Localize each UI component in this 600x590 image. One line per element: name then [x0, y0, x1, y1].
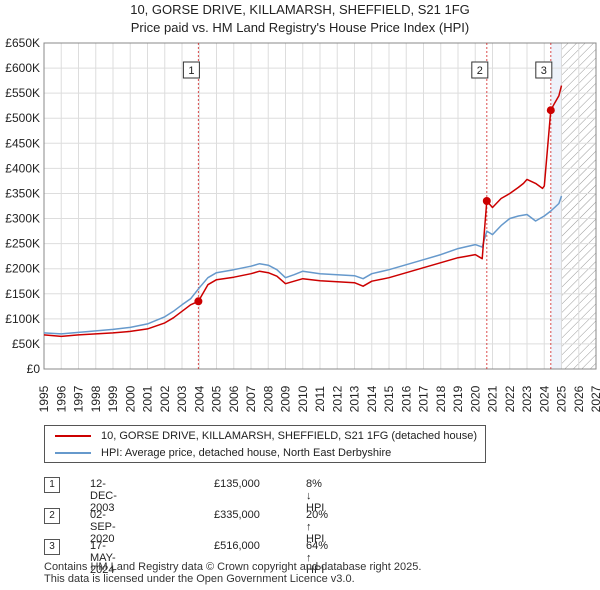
x-tick-label: 2003 [175, 385, 189, 412]
transaction-label-box: 2 [471, 61, 489, 79]
x-tick-label: 2019 [451, 385, 465, 412]
plot-frame [43, 42, 597, 370]
y-tick-label: £650K [5, 36, 40, 50]
chart-subtitle: Price paid vs. HM Land Registry's House … [130, 20, 470, 35]
x-tick-label: 1996 [54, 385, 68, 412]
x-tick-label: 2022 [503, 385, 517, 412]
transaction-number: 3 [44, 539, 60, 555]
y-tick-label: £200K [5, 262, 40, 276]
y-tick-label: £300K [5, 212, 40, 226]
sale-marker [546, 106, 555, 115]
hpi-line [43, 195, 563, 335]
x-tick-label: 2013 [348, 385, 362, 412]
transaction-date: 12-DEC-2003 [90, 478, 117, 514]
y-tick-label: £100K [5, 312, 40, 326]
y-tick-label: £600K [5, 61, 40, 75]
x-tick-label: 2010 [296, 385, 310, 412]
legend-item-hpi: HPI: Average price, detached house, Nort… [55, 445, 391, 461]
transaction-hpi: 64% ↑ HPI [306, 540, 329, 576]
legend-label-hpi: HPI: Average price, detached house, Nort… [101, 447, 392, 459]
x-tick-label: 2009 [279, 385, 293, 412]
y-tick-label: £400K [5, 161, 40, 175]
footer-copyright: Contains HM Land Registry data © Crown c… [44, 561, 422, 573]
transaction-hpi: 8% ↓ HPI [306, 478, 325, 514]
legend-line-icon [55, 435, 91, 437]
chart-title: 10, GORSE DRIVE, KILLAMARSH, SHEFFIELD, … [130, 2, 470, 17]
x-tick-label: 2004 [192, 385, 206, 412]
property-price-line [43, 85, 563, 338]
x-tick-label: 2018 [434, 385, 448, 412]
x-tick-label: 2026 [572, 385, 586, 412]
legend-line-icon [55, 452, 91, 454]
sale-marker [482, 196, 491, 205]
x-tick-label: 2008 [261, 385, 275, 412]
transaction-label-box: 3 [535, 61, 553, 79]
x-tick-label: 2005 [210, 385, 224, 412]
y-tick-label: £50K [12, 337, 40, 351]
price-chart: £0 £50K £100K £150K £200K £250K £300K £350K £400… [5, 36, 600, 412]
y-tick-label: £150K [5, 287, 40, 301]
y-tick-label: £500K [5, 111, 40, 125]
x-tick-label: 1999 [106, 385, 120, 412]
x-tick-label: 2017 [417, 385, 431, 412]
footer-license: This data is licensed under the Open Gov… [44, 573, 355, 585]
transaction-number: 1 [44, 477, 60, 493]
x-tick-label: 2012 [330, 385, 344, 412]
sale-marker [194, 297, 203, 306]
transaction-label-number: 2 [477, 65, 483, 77]
y-tick-label: £550K [5, 86, 40, 100]
x-tick-label: 2006 [227, 385, 241, 412]
x-tick-label: 2014 [365, 385, 379, 412]
x-tick-label: 2020 [468, 385, 482, 412]
transaction-label-number: 1 [188, 65, 194, 77]
x-tick-label: 2024 [537, 385, 551, 412]
transaction-number: 2 [44, 508, 60, 524]
x-tick-label: 2007 [244, 385, 258, 412]
x-tick-label: 2016 [399, 385, 413, 412]
y-tick-label: £350K [5, 186, 40, 200]
x-tick-label: 2015 [382, 385, 396, 412]
transaction-date: 02-SEP-2020 [90, 509, 116, 545]
legend: 10, GORSE DRIVE, KILLAMARSH, SHEFFIELD, … [44, 425, 486, 463]
transaction-label-box: 1 [182, 61, 200, 79]
legend-label-property: 10, GORSE DRIVE, KILLAMARSH, SHEFFIELD, … [101, 430, 477, 442]
transaction-date: 17-MAY-2024 [90, 540, 116, 576]
legend-item-property: 10, GORSE DRIVE, KILLAMARSH, SHEFFIELD, … [55, 428, 477, 444]
x-tick-label: 1997 [72, 385, 86, 412]
transaction-label-frame [535, 61, 553, 79]
y-tick-label: £0 [27, 362, 41, 376]
x-tick-label: 1998 [89, 385, 103, 412]
ownership-band [486, 43, 551, 369]
x-tick-label: 2000 [123, 385, 137, 412]
transaction-price: £135,000 [214, 478, 260, 490]
x-tick-label: 1995 [37, 385, 51, 412]
transaction-label-frame [182, 61, 200, 79]
x-tick-label: 2025 [555, 385, 569, 412]
y-tick-label: £450K [5, 136, 40, 150]
x-tick-label: 2011 [313, 386, 327, 412]
x-tick-label: 2021 [486, 385, 500, 412]
transaction-label-frame [471, 61, 489, 79]
transaction-price: £516,000 [214, 540, 260, 552]
x-tick-label: 2027 [589, 385, 600, 412]
x-tick-label: 2001 [141, 385, 155, 412]
transaction-price: £335,000 [214, 509, 260, 521]
transaction-label-number: 3 [541, 65, 547, 77]
transaction-hpi: 20% ↑ HPI [306, 509, 329, 545]
x-tick-label: 2002 [158, 385, 172, 412]
x-tick-label: 2023 [520, 385, 534, 412]
y-tick-label: £250K [5, 237, 40, 251]
